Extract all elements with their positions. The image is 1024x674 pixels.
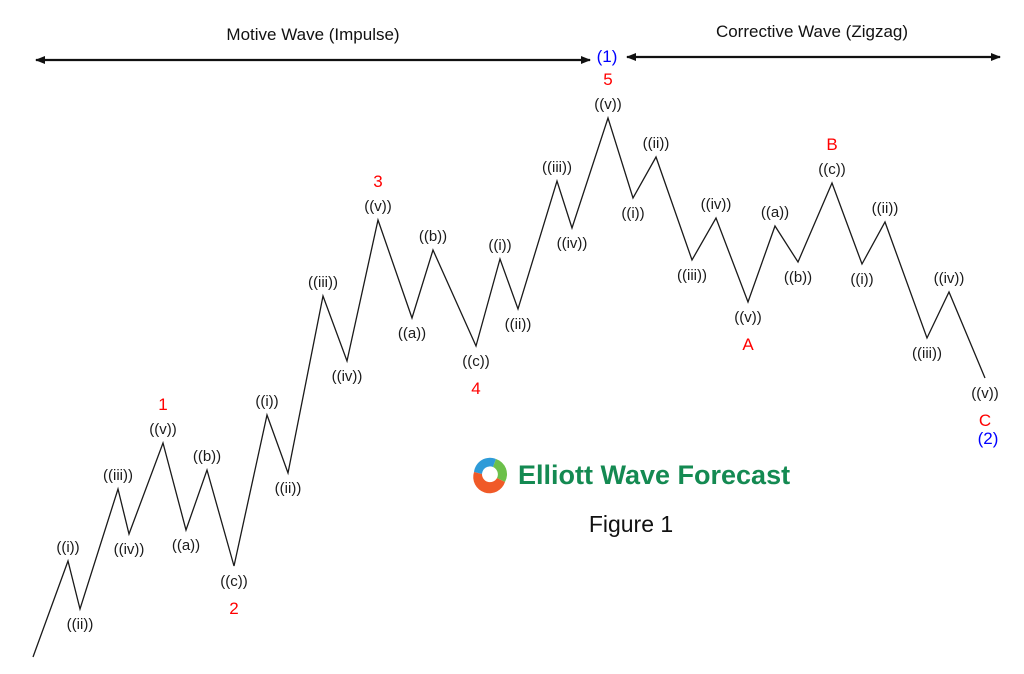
wave-label: ((v))	[364, 198, 391, 215]
wave-label: ((v))	[971, 385, 998, 402]
wave-label: ((ii))	[872, 200, 899, 217]
wave-label: ((c))	[818, 161, 845, 178]
figure-caption: Figure 1	[589, 511, 673, 537]
wave-label: ((c))	[462, 353, 489, 370]
wave-label: ((iii))	[308, 274, 338, 291]
wave-label: ((a))	[172, 537, 200, 554]
wave-label: ((i))	[488, 237, 511, 254]
degree-label: 5	[603, 70, 612, 89]
wave-label: ((ii))	[275, 480, 302, 497]
degree-label: 4	[471, 379, 480, 398]
wave-label: ((iii))	[677, 267, 707, 284]
corrective-wave-label: Corrective Wave (Zigzag)	[716, 22, 908, 41]
wave-label: ((iv))	[332, 368, 363, 385]
wave-label: ((iii))	[542, 159, 572, 176]
wave-label: ((c))	[220, 573, 247, 590]
wave-label: ((b))	[419, 228, 447, 245]
wave-label: ((i))	[56, 539, 79, 556]
wave-path	[32, 115, 986, 658]
degree-label: 3	[373, 172, 382, 191]
logo: Elliott Wave Forecast	[473, 457, 790, 494]
wave-label: ((iv))	[114, 541, 145, 558]
logo-text: Elliott Wave Forecast	[518, 460, 790, 490]
wave-label: ((b))	[193, 448, 221, 465]
degree-label-2-intermediate: (2)	[978, 429, 999, 448]
wave-label: ((iv))	[701, 196, 732, 213]
wave-label: ((iii))	[912, 345, 942, 362]
wave-label: ((i))	[255, 393, 278, 410]
wave-label: ((v))	[149, 421, 176, 438]
wave-label: ((ii))	[505, 316, 532, 333]
degree-label-1-intermediate: (1)	[597, 47, 618, 66]
wave-label: ((iv))	[557, 235, 588, 252]
wave-label: ((a))	[398, 325, 426, 342]
wave-label: ((iv))	[934, 270, 965, 287]
motive-wave-label: Motive Wave (Impulse)	[226, 25, 399, 44]
degree-label: C	[979, 411, 991, 430]
wave-label: ((v))	[734, 309, 761, 326]
wave-label: ((b))	[784, 269, 812, 286]
degree-label: 2	[229, 599, 238, 618]
degree-label: 1	[158, 395, 167, 414]
wave-label: ((ii))	[643, 135, 670, 152]
degree-label: A	[742, 335, 754, 354]
degree-label: B	[826, 135, 837, 154]
wave-label: ((iii))	[103, 467, 133, 484]
wave-label: ((a))	[761, 204, 789, 221]
wave-label: ((v))	[594, 96, 621, 113]
logo-swirl-icon	[473, 457, 508, 494]
wave-label: ((i))	[850, 271, 873, 288]
wave-label: ((ii))	[67, 616, 94, 633]
wave-label: ((i))	[621, 205, 644, 222]
